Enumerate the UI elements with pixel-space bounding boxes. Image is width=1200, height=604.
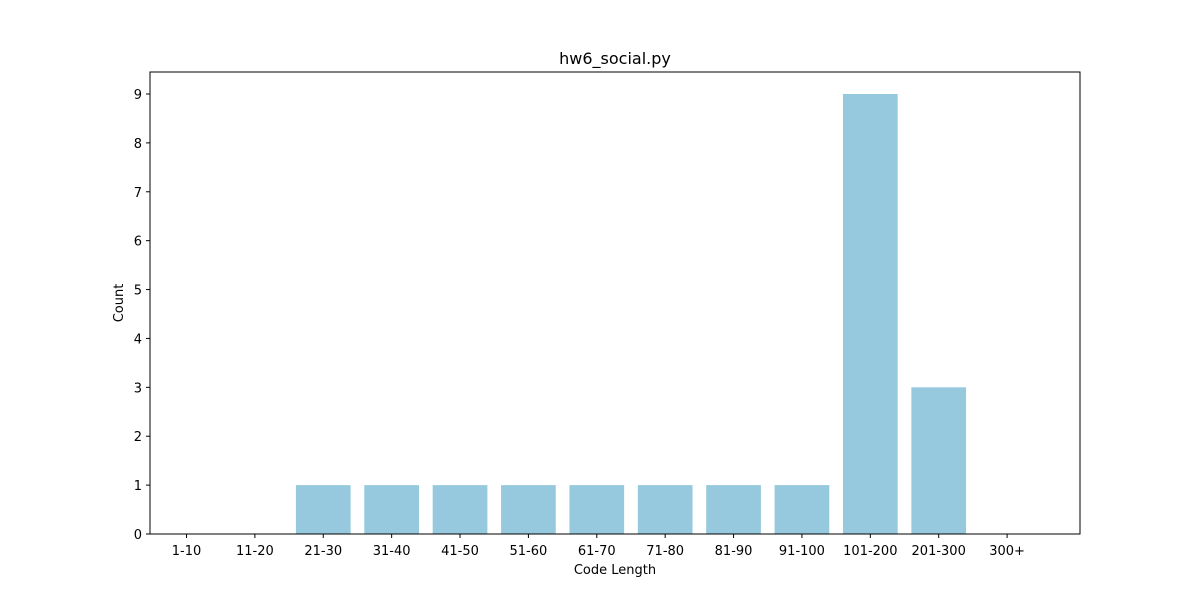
bar-41-50 — [432, 485, 488, 534]
x-tick-label: 1-10 — [172, 544, 202, 559]
x-tick-label: 101-200 — [843, 544, 897, 559]
y-tick-label: 4 — [134, 332, 142, 347]
x-tick-label: 11-20 — [236, 544, 274, 559]
y-tick-label: 6 — [134, 235, 142, 250]
x-tick-label: 91-100 — [779, 544, 825, 559]
y-tick-label: 1 — [134, 479, 142, 494]
x-tick-label: 71-80 — [646, 544, 684, 559]
y-tick-label: 8 — [134, 137, 142, 152]
bar-81-90 — [706, 485, 761, 534]
x-tick-label: 21-30 — [304, 544, 342, 559]
x-tick-label: 41-50 — [441, 544, 479, 559]
y-axis-label: Count — [112, 284, 127, 323]
y-tick-label: 5 — [134, 284, 142, 299]
x-axis-label: Code Length — [574, 563, 656, 578]
bar-51-60 — [501, 485, 556, 534]
bars-group — [295, 94, 967, 534]
y-tick-label: 7 — [134, 186, 142, 201]
y-tick-label: 0 — [134, 528, 142, 543]
bar-61-70 — [569, 485, 625, 534]
bar-91-100 — [774, 485, 830, 534]
chart-title: hw6_social.py — [559, 49, 671, 69]
x-tick-label: 81-90 — [715, 544, 753, 559]
plot-frame — [149, 71, 1081, 535]
x-tick-label: 51-60 — [510, 544, 548, 559]
bar-21-30 — [295, 485, 351, 534]
x-tick-label: 300+ — [989, 544, 1025, 559]
bar-71-80 — [637, 485, 693, 534]
x-axis-ticks: 1-10 11-20 21-30 31-40 41-50 51-60 61-70 71-80 8… — [172, 534, 1025, 559]
bar-201-300 — [911, 387, 967, 534]
y-tick-label: 3 — [134, 381, 142, 396]
x-tick-label: 201-300 — [912, 544, 966, 559]
y-axis-ticks: 0 1 2 3 4 5 6 7 8 9 — [134, 88, 150, 543]
bar-31-40 — [364, 485, 419, 534]
bar-101-200 — [842, 94, 898, 534]
y-tick-label: 2 — [134, 430, 142, 445]
y-tick-label: 9 — [134, 88, 142, 103]
x-tick-label: 61-70 — [578, 544, 616, 559]
x-tick-label: 31-40 — [373, 544, 411, 559]
